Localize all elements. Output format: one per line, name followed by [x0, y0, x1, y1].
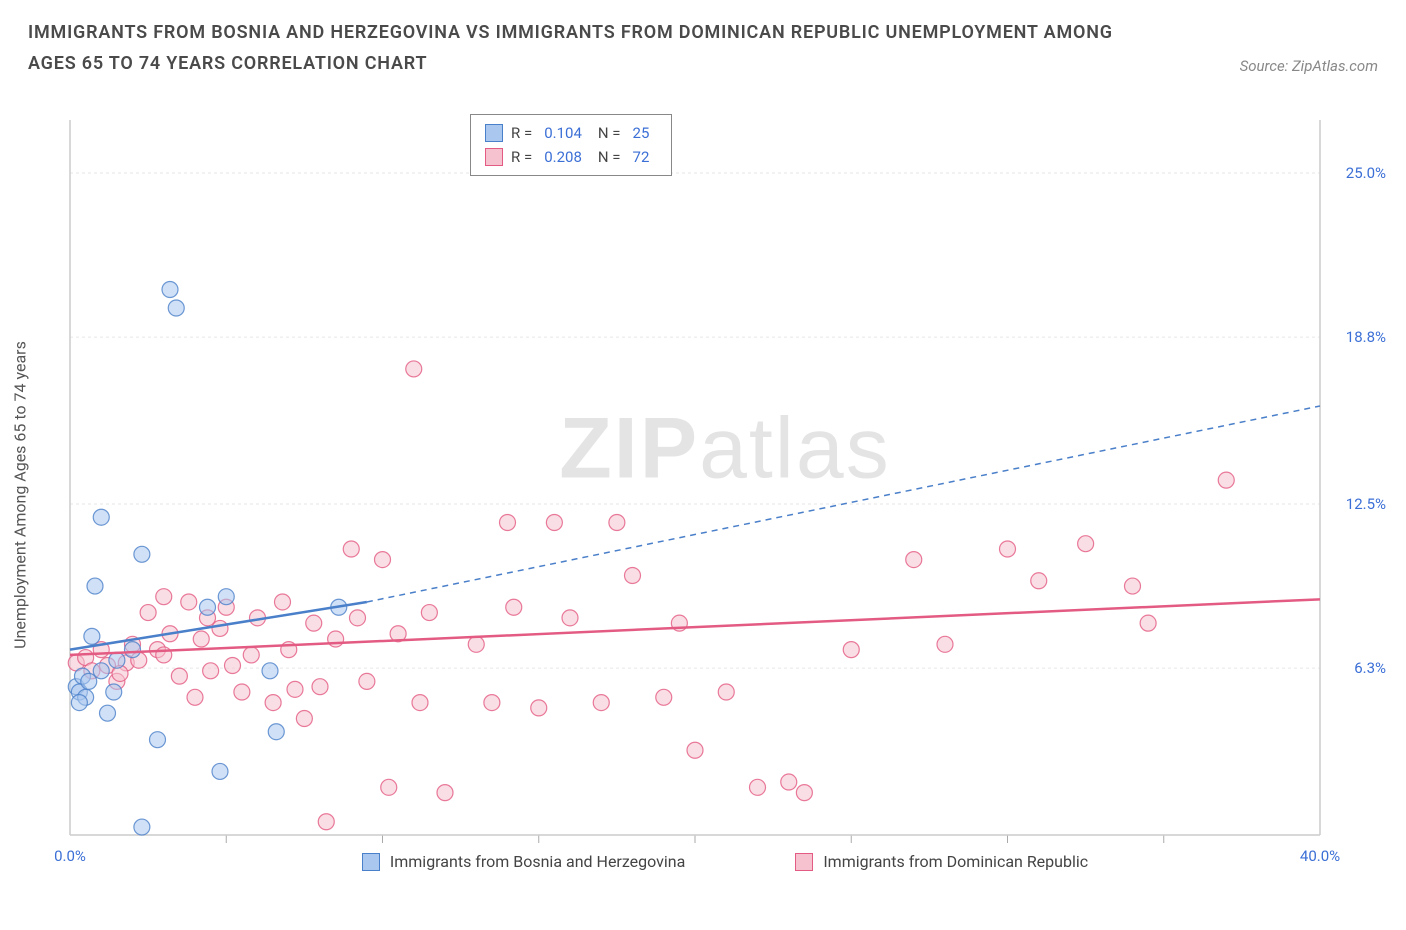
y-tick-label: 18.8%	[1346, 328, 1386, 346]
chart-area: Unemployment Among Ages 65 to 74 years Z…	[60, 110, 1390, 880]
chart-source: Source: ZipAtlas.com	[1240, 57, 1378, 79]
y-tick-label: 12.5%	[1346, 495, 1386, 513]
legend-item: Immigrants from Dominican Republic	[795, 845, 1088, 878]
y-tick-label: 25.0%	[1346, 164, 1386, 182]
series-legend: Immigrants from Bosnia and Herzegovina Im…	[60, 845, 1390, 878]
legend-swatch	[795, 853, 813, 871]
chart-title: IMMIGRANTS FROM BOSNIA AND HERZEGOVINA V…	[28, 18, 1128, 79]
legend-label: Immigrants from Bosnia and Herzegovina	[390, 852, 685, 871]
legend-swatch	[362, 853, 380, 871]
scatter-plot	[60, 110, 1390, 880]
y-axis-label: Unemployment Among Ages 65 to 74 years	[11, 341, 30, 649]
stats-legend: R =0.104N =25R =0.208N =72	[470, 114, 672, 176]
legend-swatch	[485, 124, 503, 142]
y-tick-label: 6.3%	[1354, 659, 1386, 677]
legend-swatch	[485, 148, 503, 166]
legend-label: Immigrants from Dominican Republic	[823, 852, 1088, 871]
legend-item: Immigrants from Bosnia and Herzegovina	[362, 845, 685, 878]
